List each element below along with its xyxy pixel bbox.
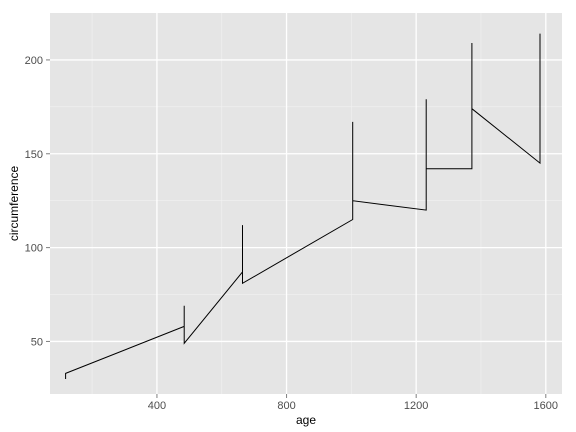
- y-tick-label: 200: [25, 55, 43, 67]
- y-tick-label: 50: [31, 336, 43, 348]
- x-tick-label: 1600: [534, 400, 558, 412]
- x-axis-title: age: [296, 413, 316, 427]
- series-line: [65, 33, 541, 379]
- y-tick-label: 150: [25, 149, 43, 161]
- y-tick-label: 100: [25, 243, 43, 255]
- tick-labels: 400 800 1200 1600 50 100 150 200: [25, 55, 558, 412]
- x-tick-label: 400: [148, 400, 166, 412]
- axis-ticks: [46, 59, 547, 398]
- plot-panel: [50, 13, 562, 394]
- y-axis-title: circumference: [7, 165, 21, 241]
- x-tick-label: 1200: [404, 400, 428, 412]
- x-tick-label: 800: [277, 400, 295, 412]
- minor-gridlines: [50, 13, 562, 394]
- major-gridlines: [50, 13, 562, 394]
